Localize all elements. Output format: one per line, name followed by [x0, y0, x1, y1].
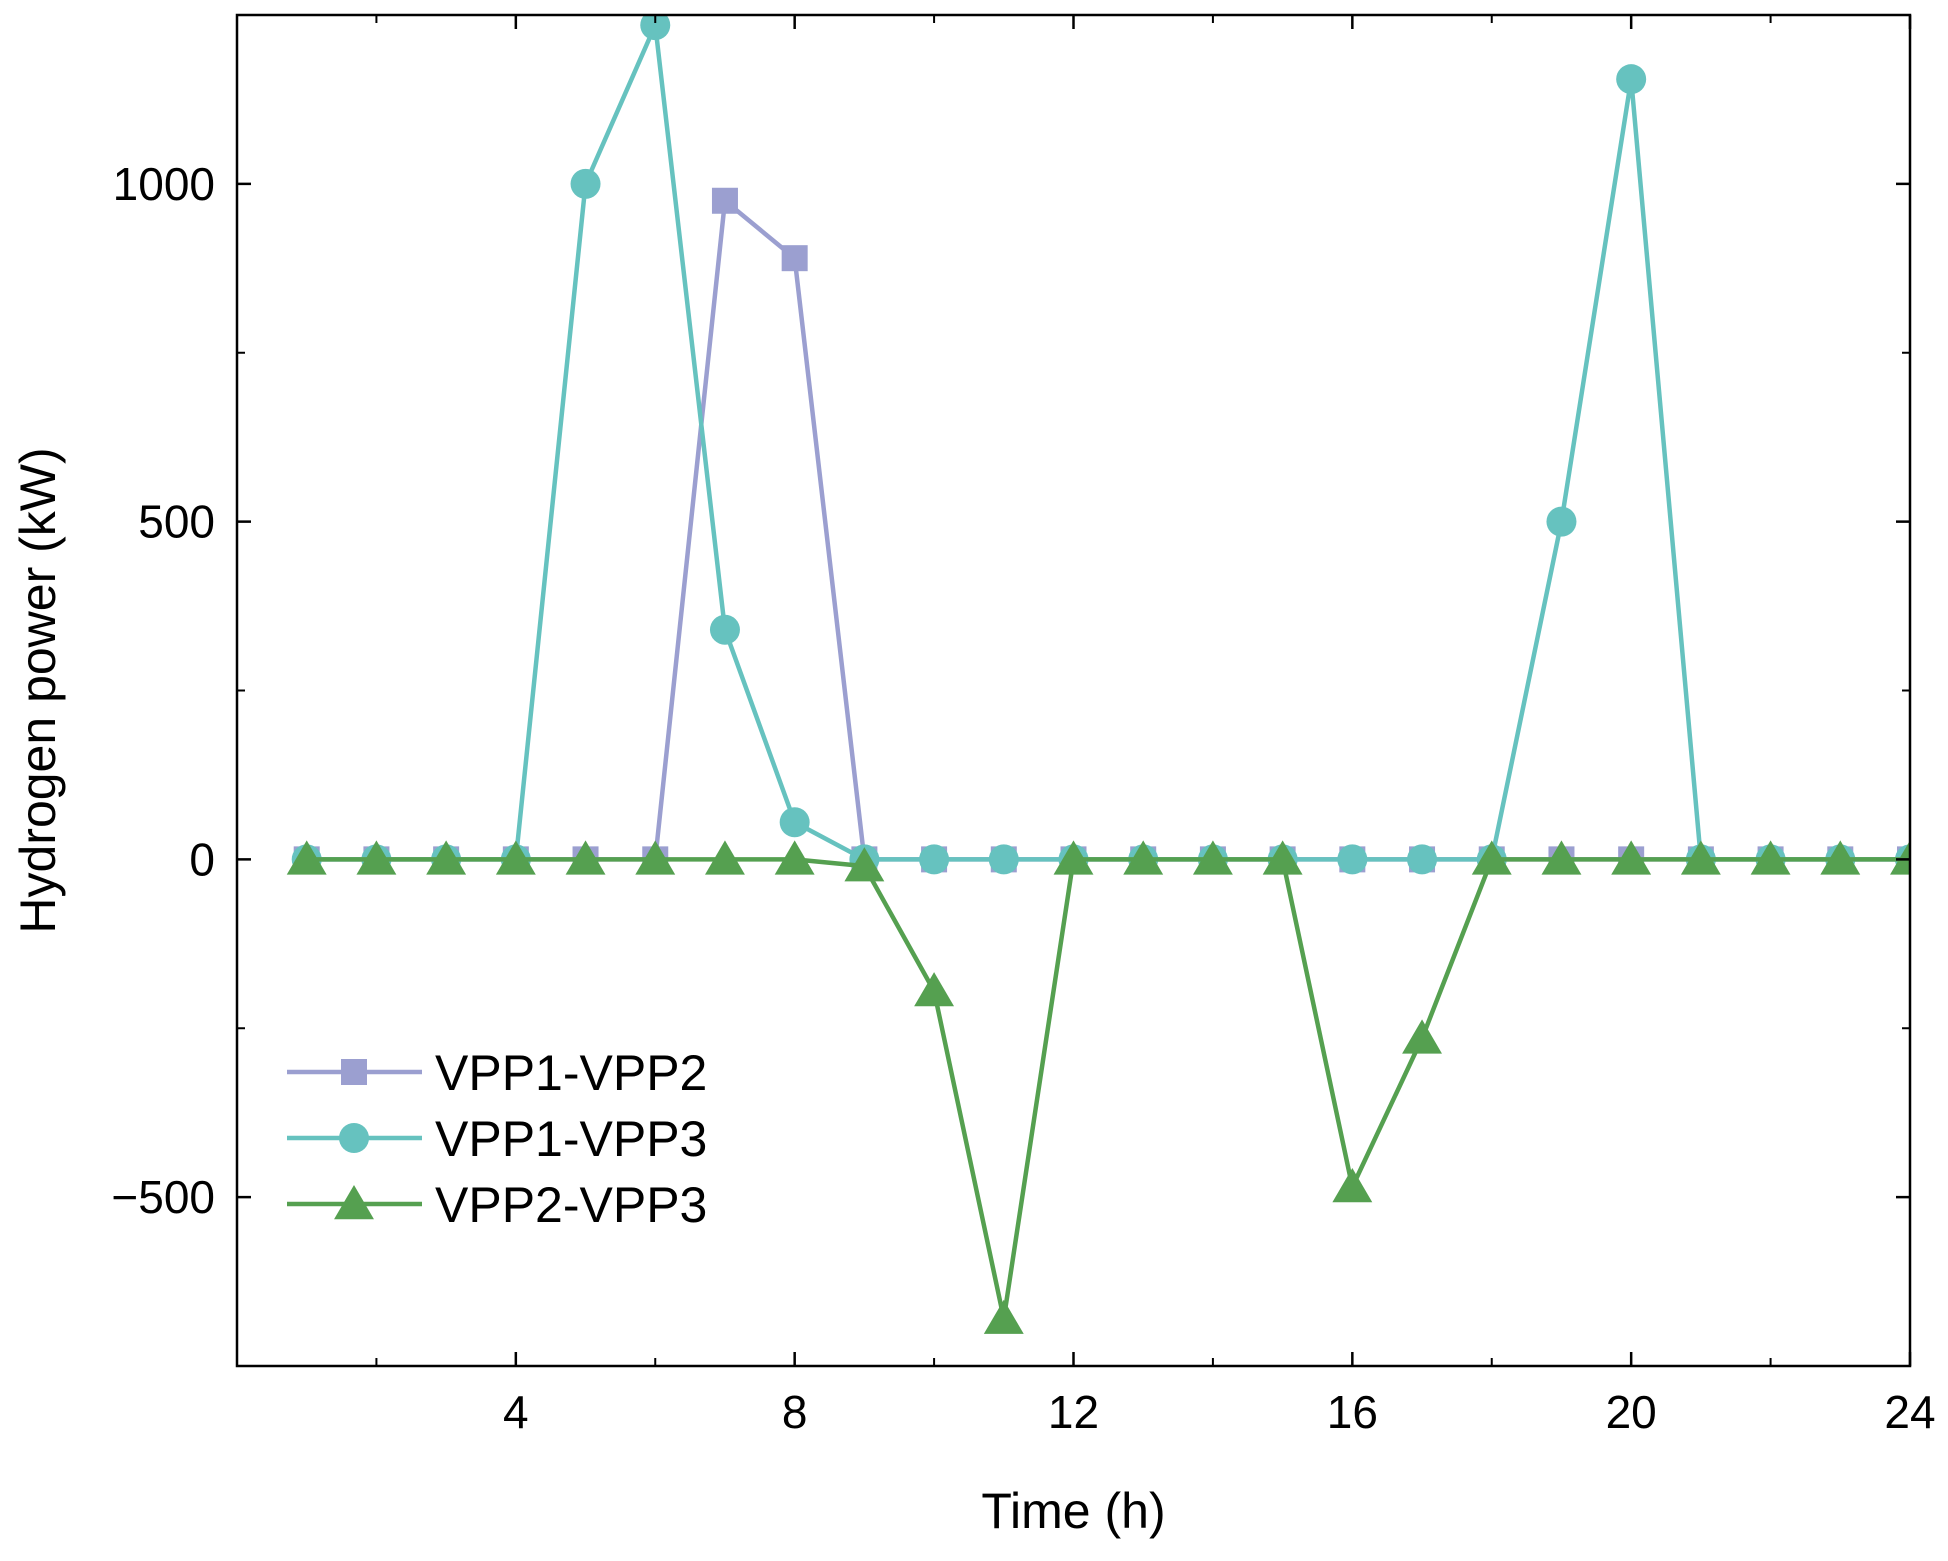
y-tick-label: 1000 — [113, 158, 215, 210]
data-point — [1471, 840, 1512, 875]
legend-marker — [339, 1123, 369, 1153]
data-point — [844, 847, 885, 882]
data-point — [781, 245, 808, 272]
data-point — [705, 840, 745, 875]
x-tick-label: 20 — [1606, 1386, 1657, 1438]
data-point — [1192, 840, 1233, 875]
series-VPP2-VPP3 — [286, 840, 1910, 1334]
x-axis-title: Time (h) — [981, 1483, 1165, 1539]
legend-item: VPP1-VPP2 — [287, 1045, 707, 1101]
y-axis-title: Hydrogen power (kW) — [10, 447, 66, 933]
data-point — [495, 840, 536, 875]
data-point — [570, 168, 601, 199]
series-layer — [286, 15, 1910, 1334]
ticks-layer: 4 8 12 16 20 24 −500 0 500 1000 — [111, 15, 1936, 1438]
data-point — [1680, 840, 1721, 875]
data-point — [356, 840, 397, 875]
data-point — [1262, 840, 1303, 875]
data-point — [1053, 840, 1094, 875]
legend-label: VPP1-VPP3 — [435, 1111, 707, 1167]
data-point — [1890, 840, 1910, 875]
x-tick-label: 8 — [782, 1386, 808, 1438]
x-tick-label: 12 — [1048, 1386, 1099, 1438]
data-point — [1616, 64, 1647, 95]
data-point — [640, 15, 671, 41]
x-tick-label: 24 — [1884, 1386, 1935, 1438]
x-tick-label: 16 — [1327, 1386, 1378, 1438]
data-point — [1332, 1167, 1373, 1203]
data-point — [286, 840, 327, 875]
legend-marker — [341, 1059, 367, 1085]
x-tick-label: 4 — [503, 1386, 529, 1438]
legend-label: VPP1-VPP2 — [435, 1045, 707, 1101]
legend-label: VPP2-VPP3 — [435, 1177, 707, 1233]
series-line — [306, 857, 1910, 1321]
data-point — [426, 840, 467, 875]
data-point — [779, 807, 810, 838]
data-point — [1750, 840, 1791, 875]
data-point — [988, 844, 1019, 875]
data-point — [1546, 506, 1577, 537]
data-point — [1402, 1019, 1442, 1054]
data-point — [635, 840, 676, 875]
data-point — [914, 972, 955, 1007]
data-point — [1123, 840, 1164, 875]
data-point — [709, 614, 740, 645]
data-point — [565, 840, 606, 875]
data-point — [983, 1299, 1024, 1334]
legend-marker — [334, 1185, 374, 1220]
data-point — [711, 187, 738, 214]
data-point — [1337, 844, 1368, 875]
data-point — [1541, 840, 1582, 875]
data-point — [774, 840, 815, 875]
data-point — [1820, 840, 1861, 875]
y-tick-label: −500 — [111, 1171, 215, 1223]
legend: VPP1-VPP2 VPP1-VPP3 VPP2-VPP3 — [287, 1045, 707, 1233]
legend-item: VPP2-VPP3 — [287, 1177, 707, 1233]
data-point — [1611, 840, 1652, 875]
y-tick-label: 0 — [189, 833, 215, 885]
legend-item: VPP1-VPP3 — [287, 1111, 707, 1167]
data-point — [1407, 844, 1438, 875]
y-tick-label: 500 — [138, 496, 215, 548]
data-point — [919, 844, 950, 875]
